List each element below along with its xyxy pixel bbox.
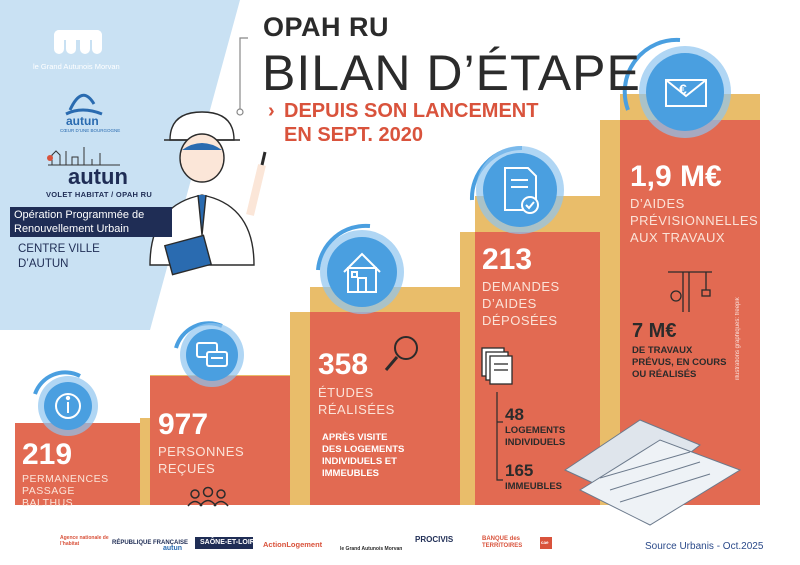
house-icon-circle bbox=[316, 223, 404, 314]
title-bracket bbox=[239, 37, 248, 110]
step-block-2 bbox=[150, 376, 290, 505]
step-1-value: 219 bbox=[22, 438, 73, 471]
partner-autun: autun bbox=[163, 545, 183, 552]
step-2-label-2: REÇUES bbox=[158, 461, 216, 476]
org-name: le Grand Autunois Morvan bbox=[33, 62, 120, 71]
step-5-secondary-3: OU RÉALISÉS bbox=[632, 369, 697, 380]
people-icon bbox=[187, 486, 229, 507]
partner-grand-autunois: le Grand Autunois Morvan bbox=[340, 546, 403, 552]
partner-republique: RÉPUBLIQUE FRANÇAISE bbox=[112, 540, 189, 546]
breakdown-bracket bbox=[496, 392, 503, 481]
subtitle-line-2: EN SEPT. 2020 bbox=[284, 124, 423, 146]
source-note: Source Urbanis - Oct.2025 bbox=[645, 541, 764, 552]
partner-cae-badge bbox=[540, 537, 552, 549]
step-5-secondary-1: DE TRAVAUX bbox=[632, 345, 693, 356]
area-line-1: CENTRE VILLE bbox=[18, 243, 100, 255]
partner-procivis: PROCIVIS bbox=[415, 535, 454, 544]
chat-icon bbox=[196, 342, 228, 367]
step-5-secondary-value: 7 M€ bbox=[632, 320, 677, 342]
city-logo-text: autun bbox=[66, 114, 99, 128]
step-4-breakdown-1-value: 48 bbox=[505, 405, 524, 424]
partner-saone: SAÔNE-ET-LOIRE bbox=[200, 539, 260, 546]
step-5-label-2: PRÉVISIONNELLES bbox=[630, 213, 759, 228]
document-stack-icon bbox=[481, 347, 513, 385]
house-icon bbox=[343, 252, 381, 293]
step-4-label-2: D’AIDES bbox=[482, 296, 537, 311]
step-block-3 bbox=[310, 312, 460, 505]
step-1-label-1: PERMANENCES bbox=[22, 473, 109, 485]
step-1-label-2: PASSAGE bbox=[22, 485, 75, 497]
step-4-breakdown-1-label-2: INDIVIDUELS bbox=[505, 437, 566, 448]
crane-icon bbox=[668, 271, 712, 312]
info-icon bbox=[55, 393, 81, 419]
step-4-breakdown-1-label-1: LOGEMENTS bbox=[505, 425, 566, 436]
illustration-credit: illustrations graphiques: freepik bbox=[735, 297, 741, 380]
euro-envelope-icon: € bbox=[665, 79, 707, 107]
step-1-label-3: BALTHUS bbox=[22, 497, 74, 509]
city-logo-tagline: CŒUR D’UNE BOURGOGNE bbox=[60, 128, 121, 133]
page-title-line-1: OPAH RU bbox=[263, 12, 390, 42]
volet-habitat-logo bbox=[47, 147, 120, 166]
blueprint-illustration bbox=[563, 419, 742, 526]
step-2-label-1: PERSONNES bbox=[158, 444, 245, 459]
euro-icon-circle bbox=[622, 37, 731, 138]
step-5-label-1: D’AIDES bbox=[630, 196, 685, 211]
volet-logo-text: autun bbox=[68, 164, 128, 189]
step-4-label-3: DÉPOSÉES bbox=[482, 313, 558, 328]
document-check-icon bbox=[504, 167, 539, 214]
step-3-note-4: IMMEUBLES bbox=[322, 468, 379, 479]
step-3-note-2: DES LOGEMENTS bbox=[322, 444, 405, 455]
step-block-1 bbox=[15, 423, 140, 505]
step-3-label-2: RÉALISÉES bbox=[318, 402, 395, 417]
subtitle-arrow-icon: › bbox=[268, 100, 275, 122]
step-4-label-1: DEMANDES bbox=[482, 279, 560, 294]
area-line-2: D’AUTUN bbox=[18, 258, 69, 270]
step-2-value: 977 bbox=[158, 408, 209, 441]
svg-text:€: € bbox=[679, 81, 687, 97]
magnifier-icon bbox=[384, 336, 418, 371]
grand-autunois-logo bbox=[54, 30, 102, 54]
step-4-value: 213 bbox=[482, 243, 533, 276]
step-5-value: 1,9 M€ bbox=[630, 160, 722, 193]
volet-subtitle: VOLET HABITAT / OPAH RU bbox=[46, 190, 153, 199]
step-3-note-1: APRÈS VISITE bbox=[322, 432, 388, 443]
document-icon-circle bbox=[469, 146, 564, 234]
subtitle-line-1: DEPUIS SON LANCEMENT bbox=[284, 100, 539, 122]
worker-illustration bbox=[149, 111, 267, 276]
partner-cae: cae bbox=[541, 540, 549, 545]
step-4-breakdown-2-label-1: IMMEUBLES bbox=[505, 481, 562, 492]
step-4-breakdown-2-value: 165 bbox=[505, 461, 534, 480]
step-5-secondary-2: PRÉVUS, EN COURS bbox=[632, 357, 727, 368]
partner-anah: Agence nationale de l’habitat bbox=[60, 535, 109, 547]
partner-saone-badge bbox=[195, 537, 253, 549]
step-3-note-3: INDIVIDUELS ET bbox=[322, 456, 397, 467]
page-title-line-2: BILAN D’ÉTAPE bbox=[262, 45, 641, 101]
autun-swoosh-logo bbox=[65, 93, 103, 116]
step-5-label-3: AUX TRAVAUX bbox=[630, 230, 726, 245]
partner-banque-territoires: BANQUE des TERRITOIRES bbox=[482, 536, 523, 549]
program-label: Opération Programmée de Renouvellement U… bbox=[10, 207, 172, 237]
step-3-value: 358 bbox=[318, 348, 369, 381]
step-3-label-1: ÉTUDES bbox=[318, 385, 374, 400]
partner-actionlogement: ActionLogement bbox=[263, 540, 323, 549]
